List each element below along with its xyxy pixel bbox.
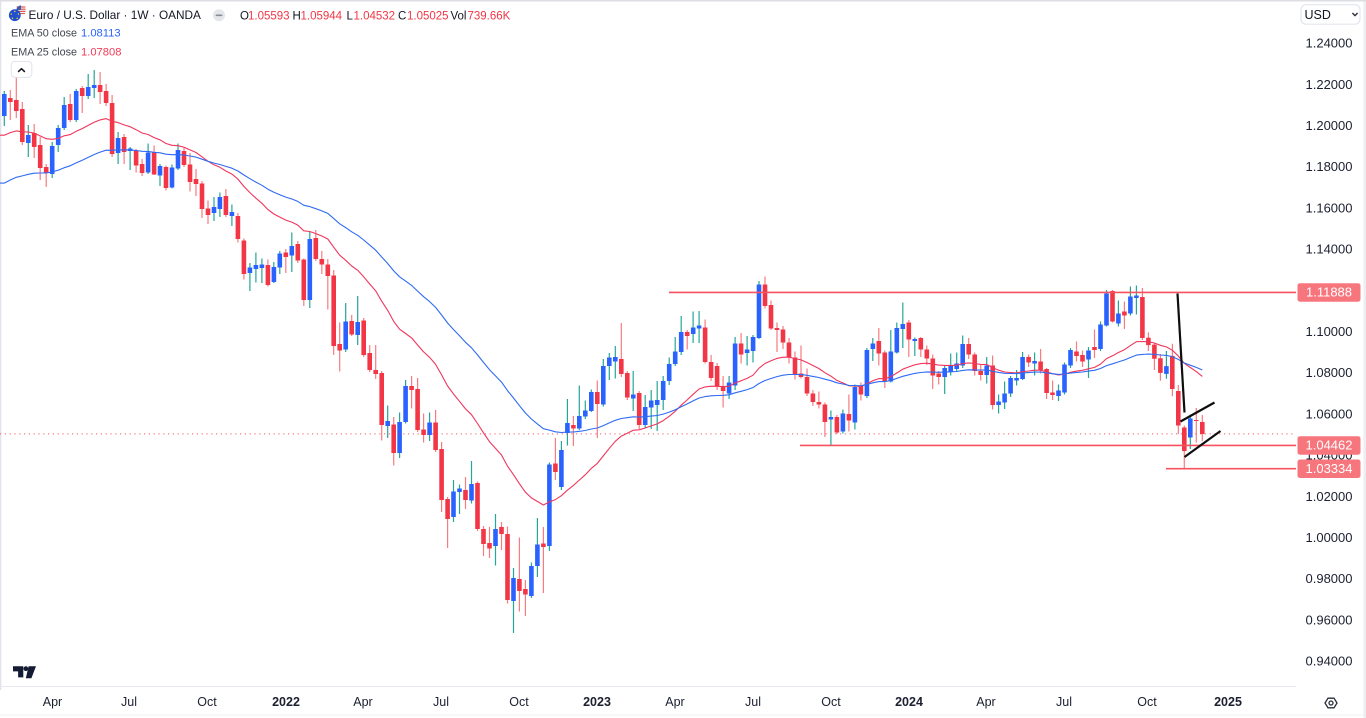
svg-text:Oct: Oct [509,695,529,709]
svg-text:Apr: Apr [353,695,372,709]
svg-text:1.00000: 1.00000 [1306,530,1353,545]
svg-text:1.22000: 1.22000 [1306,77,1353,92]
svg-text:1.16000: 1.16000 [1306,200,1353,215]
svg-text:2023: 2023 [583,695,611,709]
svg-text:1.18000: 1.18000 [1306,159,1353,174]
svg-text:Oct: Oct [197,695,217,709]
svg-text:Jul: Jul [433,695,449,709]
svg-text:Jul: Jul [745,695,761,709]
svg-text:0.98000: 0.98000 [1306,571,1353,586]
svg-text:1.02000: 1.02000 [1306,489,1353,504]
svg-text:2022: 2022 [272,695,300,709]
svg-text:1.08000: 1.08000 [1306,365,1353,380]
svg-text:1.06000: 1.06000 [1306,406,1353,421]
svg-text:1.24000: 1.24000 [1306,36,1353,51]
svg-text:1.04462: 1.04462 [1306,438,1353,453]
svg-text:2025: 2025 [1214,695,1242,709]
svg-text:0.96000: 0.96000 [1306,612,1353,627]
svg-text:Euro / U.S. Dollar · 1W · OAND: Euro / U.S. Dollar · 1W · OANDA [29,8,202,22]
svg-text:1.11888: 1.11888 [1306,285,1352,300]
svg-text:1.03334: 1.03334 [1306,461,1353,476]
svg-text:1.14000: 1.14000 [1306,242,1353,257]
svg-text:EMA 50 close 1.08113: EMA 50 close 1.08113 [11,28,121,40]
svg-text:1.20000: 1.20000 [1306,118,1353,133]
svg-text:Apr: Apr [976,695,995,709]
svg-text:Oct: Oct [1137,695,1157,709]
svg-text:USD: USD [1305,8,1331,22]
svg-text:EMA 25 close 1.07808: EMA 25 close 1.07808 [11,47,121,59]
svg-text:0.94000: 0.94000 [1306,654,1353,669]
svg-text:Oct: Oct [821,695,841,709]
svg-text:Apr: Apr [665,695,684,709]
svg-text:1.10000: 1.10000 [1306,324,1353,339]
svg-text:Apr: Apr [43,695,62,709]
svg-text:2024: 2024 [895,695,923,709]
svg-text:Jul: Jul [1056,695,1072,709]
svg-text:Jul: Jul [121,695,137,709]
